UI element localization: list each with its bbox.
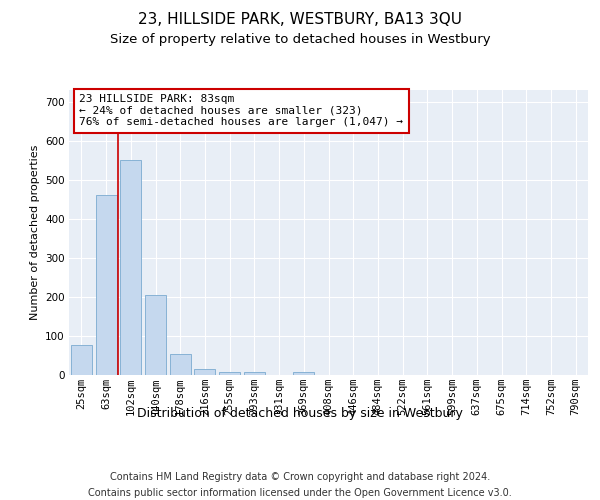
Bar <box>219 372 240 375</box>
Text: 23 HILLSIDE PARK: 83sqm
← 24% of detached houses are smaller (323)
76% of semi-d: 23 HILLSIDE PARK: 83sqm ← 24% of detache… <box>79 94 403 128</box>
Text: 23, HILLSIDE PARK, WESTBURY, BA13 3QU: 23, HILLSIDE PARK, WESTBURY, BA13 3QU <box>138 12 462 28</box>
Bar <box>293 372 314 375</box>
Bar <box>120 160 141 375</box>
Bar <box>194 369 215 375</box>
Text: Size of property relative to detached houses in Westbury: Size of property relative to detached ho… <box>110 32 490 46</box>
Bar <box>145 295 166 375</box>
Text: Contains public sector information licensed under the Open Government Licence v3: Contains public sector information licen… <box>88 488 512 498</box>
Bar <box>244 372 265 375</box>
Bar <box>170 354 191 375</box>
Bar <box>71 344 92 375</box>
Bar <box>95 196 116 375</box>
Text: Contains HM Land Registry data © Crown copyright and database right 2024.: Contains HM Land Registry data © Crown c… <box>110 472 490 482</box>
Y-axis label: Number of detached properties: Number of detached properties <box>29 145 40 320</box>
Text: Distribution of detached houses by size in Westbury: Distribution of detached houses by size … <box>137 408 463 420</box>
